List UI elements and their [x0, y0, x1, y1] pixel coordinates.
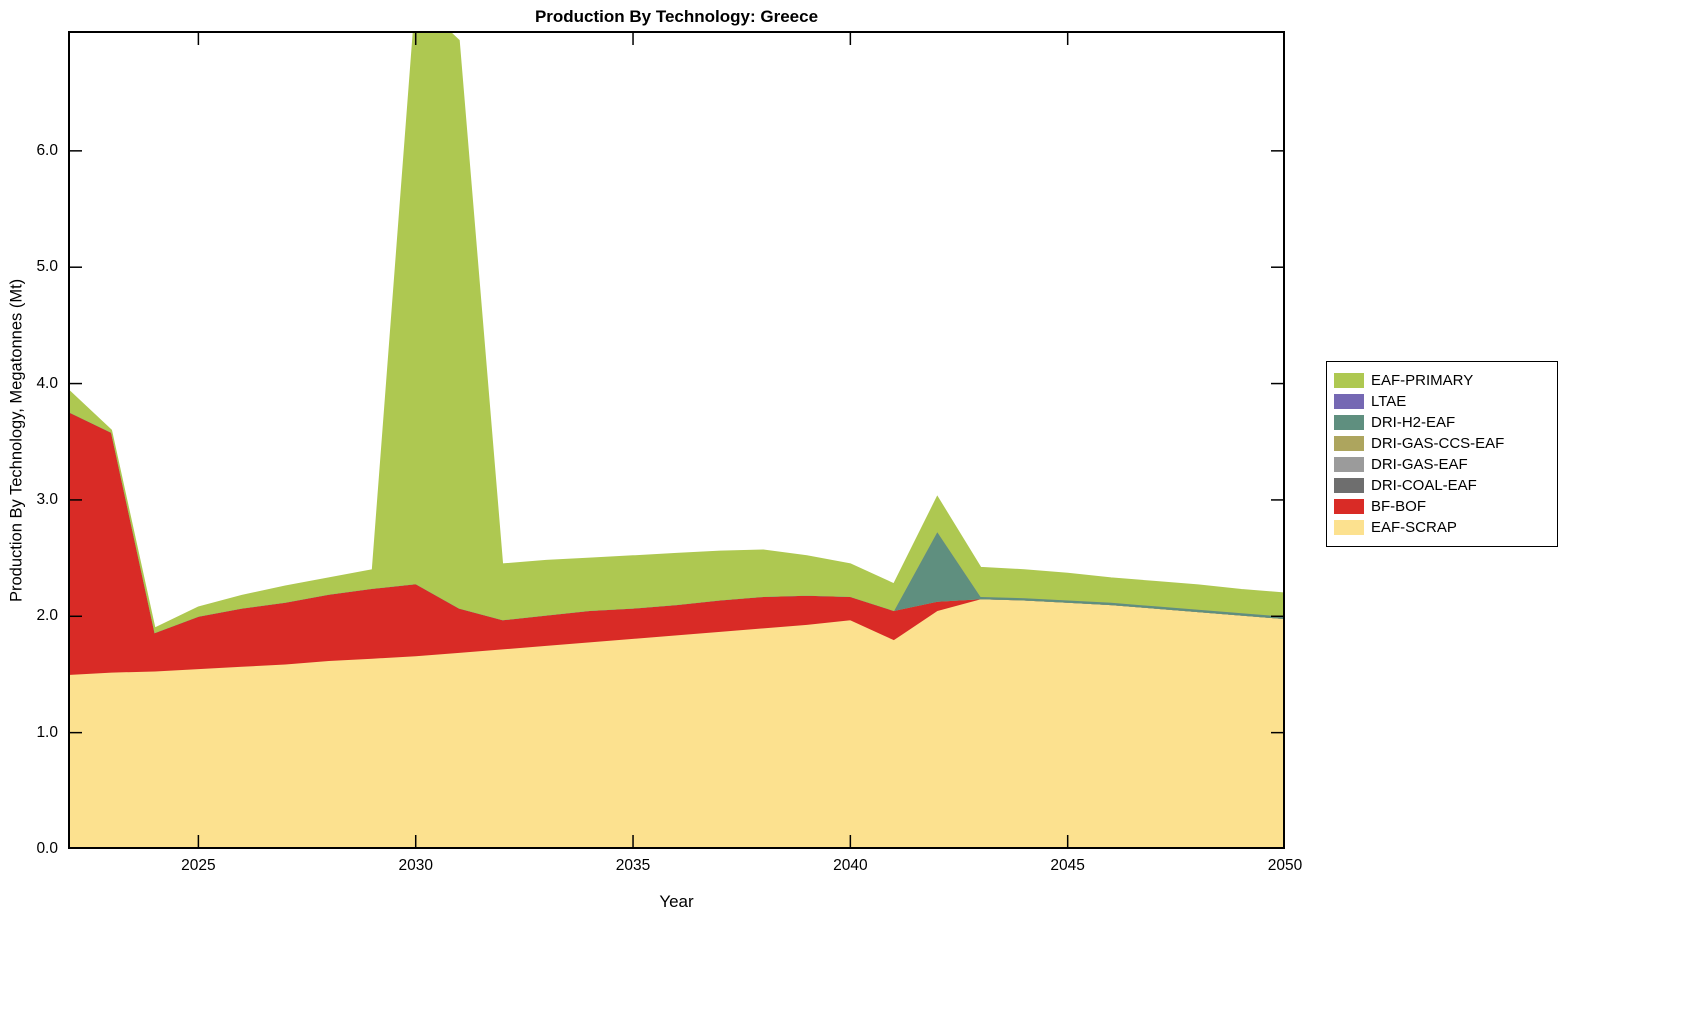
y-tick-label: 0.0 — [36, 840, 58, 857]
y-tick-label: 1.0 — [36, 723, 58, 741]
axis-ticks — [70, 33, 1285, 849]
y-tick-label: 6.0 — [36, 141, 58, 159]
legend-swatch — [1334, 415, 1364, 430]
y-tick-label: 4.0 — [36, 374, 58, 392]
legend-item: EAF-SCRAP — [1334, 517, 1547, 538]
plot-border — [68, 31, 1285, 849]
legend-label: EAF-PRIMARY — [1371, 372, 1474, 389]
y-tick-label: 5.0 — [36, 258, 58, 276]
legend-label: EAF-SCRAP — [1371, 519, 1457, 536]
legend-swatch — [1334, 499, 1364, 514]
legend-swatch — [1334, 478, 1364, 493]
legend-item: BF-BOF — [1334, 496, 1547, 517]
legend-item: EAF-PRIMARY — [1334, 370, 1547, 391]
legend: EAF-PRIMARY LTAE DRI-H2-EAF DRI-GAS-CCS-EAF… — [1326, 361, 1558, 547]
legend-item: LTAE — [1334, 391, 1547, 412]
legend-label: DRI-GAS-EAF — [1371, 456, 1468, 473]
x-tick-label: 2040 — [833, 857, 868, 874]
legend-item: DRI-GAS-CCS-EAF — [1334, 433, 1547, 454]
legend-item: DRI-H2-EAF — [1334, 412, 1547, 433]
legend-label: DRI-GAS-CCS-EAF — [1371, 435, 1505, 452]
legend-label: DRI-COAL-EAF — [1371, 477, 1477, 494]
x-axis-label: Year — [659, 892, 694, 911]
legend-swatch — [1334, 520, 1364, 535]
chart-canvas — [68, 31, 1285, 849]
legend-label: DRI-H2-EAF — [1371, 414, 1456, 431]
chart-title: Production By Technology: Greece — [534, 7, 819, 26]
legend-label: LTAE — [1371, 393, 1407, 410]
legend-swatch — [1334, 436, 1364, 451]
x-tick-label: 2050 — [1267, 857, 1303, 874]
legend-swatch — [1334, 457, 1364, 472]
y-tick-label: 3.0 — [36, 490, 58, 508]
x-tick-label: 2035 — [615, 857, 651, 874]
legend-item: DRI-GAS-EAF — [1334, 454, 1547, 475]
x-tick-label: 2025 — [181, 857, 216, 874]
area-series-eaf-primary — [68, 31, 1285, 634]
x-tick-label: 2030 — [398, 857, 433, 874]
legend-swatch — [1334, 394, 1364, 409]
legend-label: BF-BOF — [1371, 498, 1426, 515]
x-tick-label: 2045 — [1050, 857, 1085, 874]
y-tick-label: 2.0 — [36, 607, 58, 625]
legend-item: DRI-COAL-EAF — [1334, 475, 1547, 496]
legend-swatch — [1334, 373, 1364, 388]
